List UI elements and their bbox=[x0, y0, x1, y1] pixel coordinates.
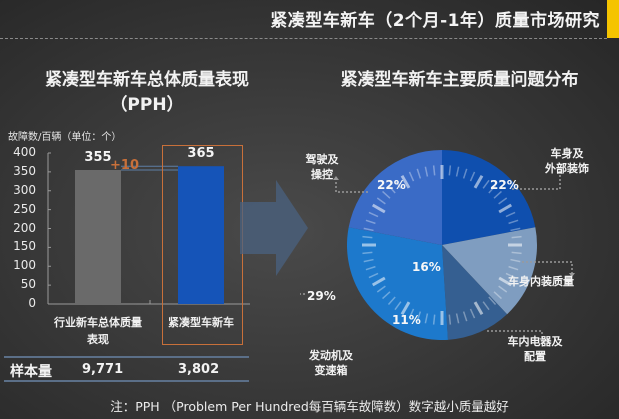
pie-leader-lines bbox=[300, 170, 575, 342]
header-divider bbox=[0, 38, 607, 39]
pie-percent-label: 11% bbox=[392, 313, 421, 327]
bar-0 bbox=[75, 169, 121, 304]
y-tick-label: 400 bbox=[13, 145, 36, 159]
pie-category-label: 驾驶及 操控 bbox=[305, 153, 339, 181]
pie-slices bbox=[347, 150, 537, 340]
table-top-rule bbox=[4, 356, 249, 358]
x-category-label: 紧凑型车新车 bbox=[168, 316, 234, 329]
page-title: 紧凑型车新车（2个月-1年）质量市场研究 bbox=[270, 11, 600, 31]
bar-chart-subtitle: （PPH） bbox=[110, 95, 184, 115]
x-category-label: 行业新车总体质量 表现 bbox=[54, 316, 142, 346]
footnote: 注：PPH （Problem Per Hundred每百辆车故障数）数字越小质量… bbox=[110, 399, 509, 414]
header-accent-bar bbox=[607, 0, 619, 38]
arrow-right-icon bbox=[240, 180, 308, 276]
bar-diff-indicator bbox=[121, 165, 178, 171]
bar-chart-canvas bbox=[47, 152, 250, 305]
sample-size-compact: 3,802 bbox=[178, 362, 220, 377]
pie-category-label: 车内电器及 配置 bbox=[507, 335, 563, 363]
pie-category-label: 车身及 外部装饰 bbox=[545, 147, 589, 175]
y-tick-label: 0 bbox=[28, 296, 36, 310]
pie-category-label: 发动机及 变速箱 bbox=[309, 349, 353, 377]
y-tick-label: 50 bbox=[20, 277, 36, 292]
pie-category-label: 车身内装质量 bbox=[508, 275, 574, 288]
bar-chart-title: 紧凑型车新车总体质量表现 bbox=[45, 70, 249, 90]
pie-percent-label: 22% bbox=[377, 178, 406, 192]
bar-chart-bars bbox=[75, 166, 224, 304]
pie-chart-title: 紧凑型车新车主要质量问题分布 bbox=[340, 70, 579, 90]
y-tick-label: 150 bbox=[13, 239, 36, 254]
pie-slice bbox=[442, 227, 537, 315]
y-tick-label: 250 bbox=[13, 201, 36, 216]
y-tick-label: 100 bbox=[13, 258, 36, 273]
sample-size-industry: 9,771 bbox=[82, 362, 124, 377]
pie-percent-label: 29% bbox=[307, 289, 336, 303]
bar-1 bbox=[178, 166, 224, 304]
pie-chart: 22% 16% 11% 29% 22% 车身及 外部装饰车身内装质量车内电器及 配置发动机及… bbox=[300, 130, 619, 390]
diff-label: +10 bbox=[110, 158, 139, 173]
pie-chart-canvas bbox=[300, 150, 575, 342]
pie-percent-label: 22% bbox=[490, 178, 519, 192]
bar-chart: 0 50 100 150 200 250 300 350 400 355 365 +10 行业新车… bbox=[0, 0, 300, 360]
pie-slice bbox=[442, 245, 508, 340]
y-tick-label: 350 bbox=[13, 163, 36, 178]
bar-value-label: 355 bbox=[84, 149, 112, 165]
pie-slice bbox=[348, 150, 442, 245]
sample-size-label: 样本量 bbox=[10, 364, 52, 380]
bar-value-label: 365 bbox=[187, 146, 215, 162]
table-bottom-rule bbox=[4, 380, 249, 382]
pie-slice bbox=[442, 150, 536, 245]
y-tick-label: 300 bbox=[13, 182, 36, 197]
pie-gauge-ticks bbox=[362, 165, 522, 325]
highlight-box bbox=[162, 145, 243, 345]
y-tick-label: 200 bbox=[13, 220, 36, 235]
y-axis-unit-label: 故障数/百辆（单位：个） bbox=[8, 132, 122, 143]
pie-slice bbox=[347, 227, 448, 340]
pie-percent-label: 16% bbox=[412, 260, 441, 274]
